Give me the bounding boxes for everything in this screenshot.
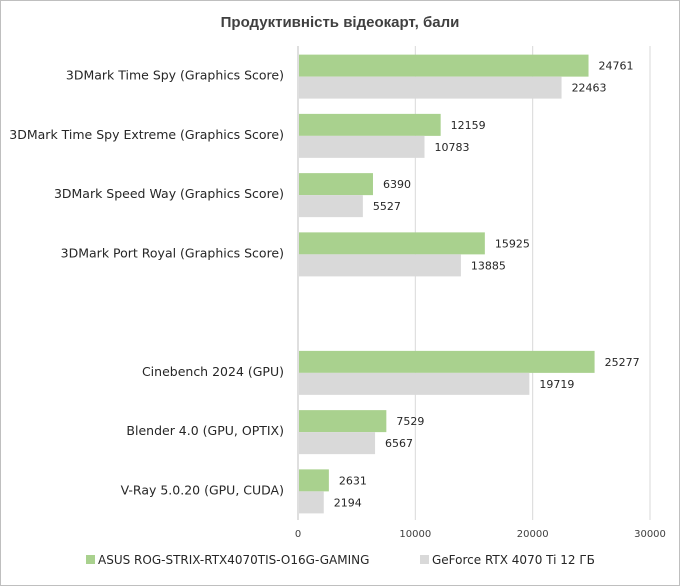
category-label: Blender 4.0 (GPU, OPTIX) [126,423,284,438]
bar-asus [299,173,373,196]
legend-swatch [86,555,95,564]
bar-asus [299,469,329,492]
category-label: 3DMark Time Spy (Graphics Score) [66,68,284,83]
legend-label: ASUS ROG-STRIX-RTX4070TIS-O16G-GAMING [98,553,369,567]
data-label-asus: 12159 [451,119,486,132]
data-label-reference: 19719 [539,378,574,391]
x-tick-label: 20000 [517,529,549,540]
data-label-asus: 15925 [495,237,530,250]
category-label: 3DMark Time Spy Extreme (Graphics Score) [9,127,284,142]
x-tick-label: 0 [295,529,301,540]
bar-asus [299,54,589,77]
legend-swatch [420,555,429,564]
data-label-reference: 5527 [373,200,401,213]
bar-reference [299,491,324,514]
chart-title: Продуктивність відеокарт, бали [221,14,460,31]
category-label: V-Ray 5.0.20 (GPU, CUDA) [121,482,284,497]
bar-reference [299,135,425,158]
category-label: Cinebench 2024 (GPU) [142,364,284,379]
bar-reference [299,195,363,218]
data-label-asus: 25277 [605,356,640,369]
bar-asus [299,410,387,433]
bar-reference [299,76,562,99]
data-label-asus: 2631 [339,474,367,487]
category-label: 3DMark Port Royal (Graphics Score) [61,245,284,260]
data-label-asus: 24761 [599,60,634,73]
legend-label: GeForce RTX 4070 Ti 12 ГБ [432,553,595,567]
x-tick-label: 10000 [399,529,431,540]
data-label-reference: 10783 [435,141,470,154]
bar-reference [299,254,461,277]
bar-asus [299,232,485,255]
data-label-asus: 6390 [383,178,411,191]
x-tick-label: 30000 [634,529,666,540]
data-label-reference: 6567 [385,437,413,450]
bar-asus [299,350,595,373]
category-label: 3DMark Speed Way (Graphics Score) [54,186,284,201]
data-label-reference: 22463 [572,82,607,95]
data-label-asus: 7529 [396,415,424,428]
bar-reference [299,432,376,455]
data-label-reference: 2194 [334,496,362,509]
bar-asus [299,113,441,136]
bar-reference [299,372,530,395]
data-label-reference: 13885 [471,259,506,272]
